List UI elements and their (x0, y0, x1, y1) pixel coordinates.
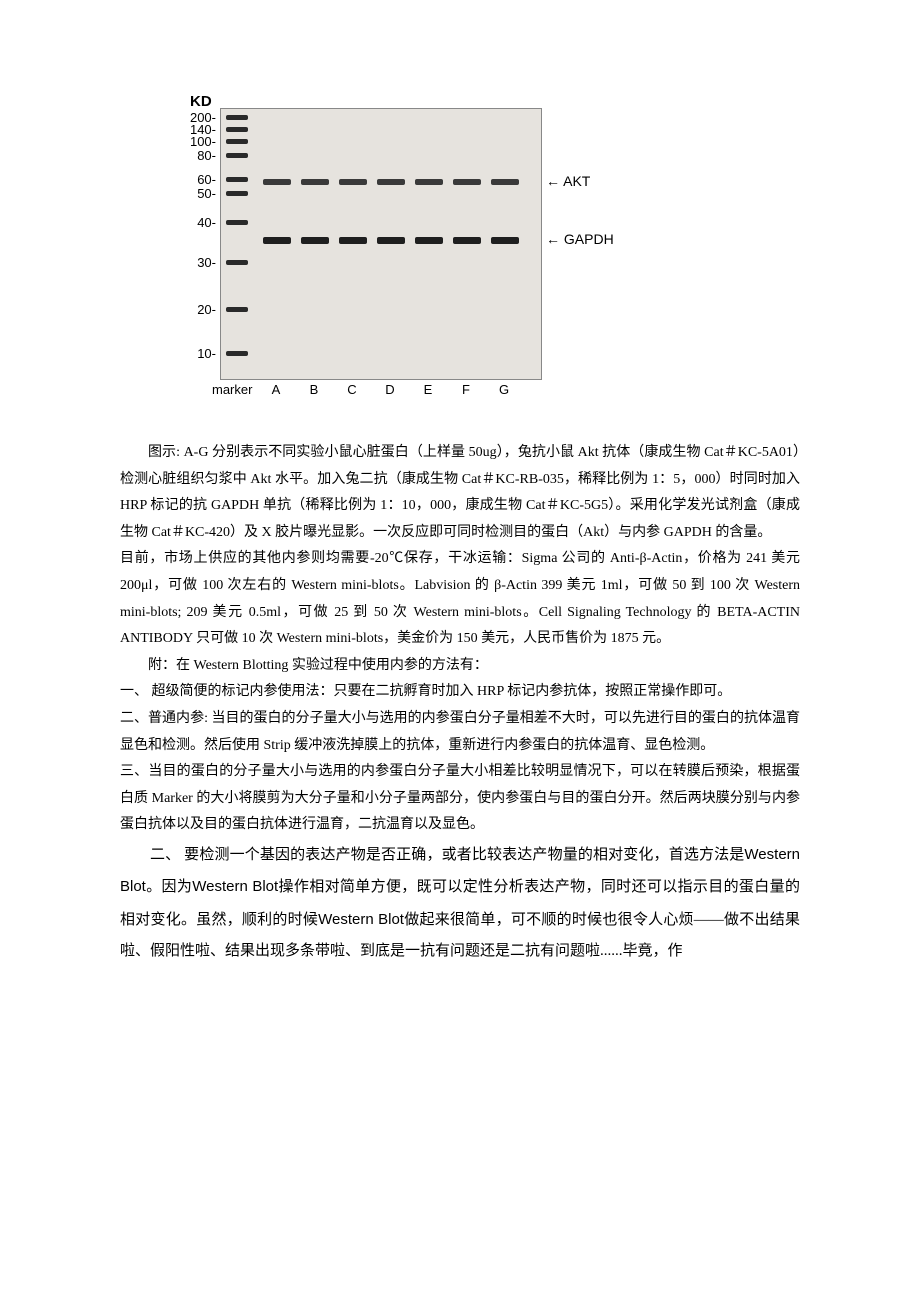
method-2: 二、普通内参: 当目的蛋白的分子量大小与选用的内参蛋白分子量相差不大时，可以先进… (120, 706, 800, 759)
wb-term: Western Blot (318, 911, 404, 928)
ladder-tick: 40- (188, 215, 216, 230)
kd-axis-label: KD (190, 93, 212, 110)
akt-band-label: ← AKT (546, 173, 590, 189)
gel-image (220, 108, 542, 380)
lane-label: marker (212, 382, 252, 397)
ladder-tick: 100- (188, 134, 216, 149)
ladder-tick: 20- (188, 302, 216, 317)
wb-term: Western Blot (192, 878, 278, 895)
lane-label: D (370, 382, 410, 397)
caption-p1: 图示: A-G 分别表示不同实验小鼠心脏蛋白（上样量 50ug），兔抗小鼠 Ak… (120, 440, 800, 546)
section-2: 二、 要检测一个基因的表达产物是否正确，或者比较表达产物量的相对变化，首选方法是… (120, 839, 800, 968)
western-blot-figure: KD 200- 140- 100- 80- 60- 50- 40- 30- 20… (160, 90, 600, 410)
lane-label: A (256, 382, 296, 397)
caption-p3: 附：在 Western Blotting 实验过程中使用内参的方法有： (120, 653, 800, 680)
lane-label: F (446, 382, 486, 397)
ladder-tick: 50- (188, 186, 216, 201)
ladder-tick: 60- (188, 172, 216, 187)
lane-label: C (332, 382, 372, 397)
method-3: 三、当目的蛋白的分子量大小与选用的内参蛋白分子量大小相差比较明显情况下，可以在转… (120, 759, 800, 839)
lane-label: E (408, 382, 448, 397)
method-1: 一、 超级简便的标记内参使用法：只要在二抗孵育时加入 HRP 标记内参抗体，按照… (120, 679, 800, 706)
caption-text: 图示: A-G 分别表示不同实验小鼠心脏蛋白（上样量 50ug），兔抗小鼠 Ak… (120, 440, 800, 839)
section-2-paragraph: 二、 要检测一个基因的表达产物是否正确，或者比较表达产物量的相对变化，首选方法是… (120, 839, 800, 968)
ladder-tick: 80- (188, 148, 216, 163)
lane-label: B (294, 382, 334, 397)
s2-text: 。因为 (146, 879, 192, 895)
ladder-tick: 30- (188, 255, 216, 270)
caption-p2: 目前，市场上供应的其他内参则均需要-20℃保存，干冰运输：Sigma 公司的 A… (120, 546, 800, 652)
ladder-tick: 10- (188, 346, 216, 361)
lane-label: G (484, 382, 524, 397)
gapdh-band-label: ← GAPDH (546, 231, 614, 247)
s2-text: 二、 要检测一个基因的表达产物是否正确，或者比较表达产物量的相对变化，首选方法是 (150, 847, 744, 863)
